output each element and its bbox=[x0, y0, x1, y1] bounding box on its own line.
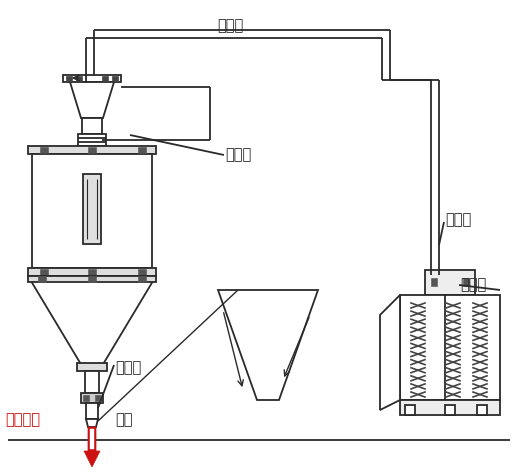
Bar bbox=[76, 76, 82, 81]
Bar bbox=[40, 269, 48, 275]
Bar bbox=[63, 75, 121, 82]
Bar bbox=[425, 270, 475, 295]
Text: 吸料枪: 吸料枪 bbox=[115, 361, 141, 376]
Bar bbox=[32, 154, 152, 268]
Text: 吸风口: 吸风口 bbox=[445, 212, 471, 228]
Polygon shape bbox=[28, 276, 156, 366]
Polygon shape bbox=[86, 419, 98, 427]
Bar bbox=[81, 393, 103, 403]
Bar bbox=[95, 395, 101, 401]
Bar bbox=[40, 147, 48, 153]
Text: 接振动筛: 接振动筛 bbox=[5, 413, 40, 428]
Bar bbox=[112, 76, 118, 81]
Text: 吸料口: 吸料口 bbox=[225, 147, 251, 162]
Bar bbox=[28, 276, 156, 282]
Bar bbox=[400, 295, 500, 400]
Text: 料桶: 料桶 bbox=[115, 413, 133, 428]
Bar bbox=[28, 146, 156, 154]
Bar bbox=[88, 276, 96, 282]
Bar bbox=[138, 269, 146, 275]
Bar bbox=[88, 147, 96, 153]
Polygon shape bbox=[218, 290, 318, 400]
Bar bbox=[431, 278, 437, 286]
Bar bbox=[88, 269, 96, 275]
Bar bbox=[400, 400, 500, 415]
Bar bbox=[77, 363, 107, 371]
Bar bbox=[78, 134, 106, 146]
Polygon shape bbox=[90, 429, 94, 449]
Bar bbox=[477, 405, 487, 415]
Circle shape bbox=[446, 406, 454, 414]
Polygon shape bbox=[380, 295, 400, 410]
Bar bbox=[405, 405, 415, 415]
Bar bbox=[86, 403, 98, 419]
Polygon shape bbox=[70, 82, 114, 118]
Bar bbox=[66, 76, 72, 81]
Circle shape bbox=[478, 406, 486, 414]
Bar bbox=[102, 76, 108, 81]
Text: 吸料机: 吸料机 bbox=[460, 278, 486, 293]
Bar bbox=[38, 276, 46, 282]
Bar bbox=[28, 268, 156, 276]
Bar bbox=[85, 371, 99, 393]
Circle shape bbox=[406, 406, 414, 414]
Bar bbox=[83, 395, 89, 401]
Bar bbox=[83, 174, 101, 244]
Bar bbox=[82, 118, 102, 134]
Text: 排风口: 排风口 bbox=[217, 18, 243, 33]
Polygon shape bbox=[84, 427, 100, 467]
Bar bbox=[463, 278, 469, 286]
Bar bbox=[138, 147, 146, 153]
Bar bbox=[445, 405, 455, 415]
Bar bbox=[138, 276, 146, 282]
